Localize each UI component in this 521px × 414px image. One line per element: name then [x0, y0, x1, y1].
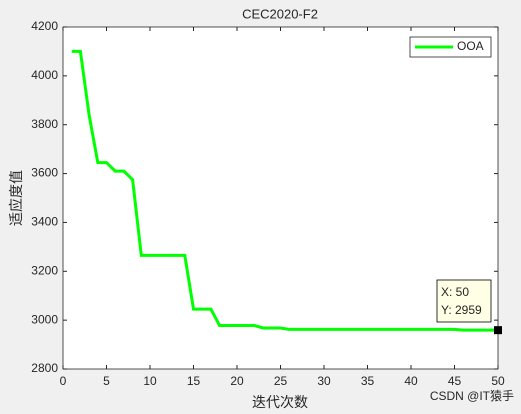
x-tick-label: 0: [60, 374, 67, 388]
y-tick-label: 3600: [31, 166, 58, 180]
y-tick-label: 4000: [31, 68, 58, 82]
x-tick-label: 10: [143, 374, 157, 388]
x-tick-label: 15: [187, 374, 201, 388]
x-tick-label: 20: [230, 374, 244, 388]
y-tick-label: 3000: [31, 312, 58, 326]
y-tick-label: 4200: [31, 19, 58, 33]
chart-title: CEC2020-F2: [242, 6, 318, 21]
y-tick-label: 2800: [31, 361, 58, 375]
y-tick-label: 3200: [31, 263, 58, 277]
y-tick-label: 3800: [31, 117, 58, 131]
legend-label: OOA: [457, 39, 484, 53]
datatip-text: Y: 2959: [441, 303, 482, 317]
datatip-box: [436, 279, 492, 323]
plot-area: [62, 26, 499, 370]
series-line: [71, 49, 498, 332]
x-tick-label: 45: [448, 374, 462, 388]
y-tick-label: 3400: [31, 215, 58, 229]
x-axis-label: 迭代次数: [252, 395, 308, 411]
x-tick-label: 35: [361, 374, 375, 388]
x-tick-label: 25: [274, 374, 288, 388]
x-tick-label: 5: [103, 374, 110, 388]
watermark: CSDN @IT猿手: [430, 388, 514, 403]
x-tick-label: 50: [491, 374, 505, 388]
y-axis-label: 适应度值: [8, 170, 25, 226]
datatip-marker: [494, 326, 502, 335]
x-tick-label: 40: [404, 374, 418, 388]
datatip-text: X: 50: [441, 285, 469, 299]
x-tick-label: 30: [317, 374, 331, 388]
